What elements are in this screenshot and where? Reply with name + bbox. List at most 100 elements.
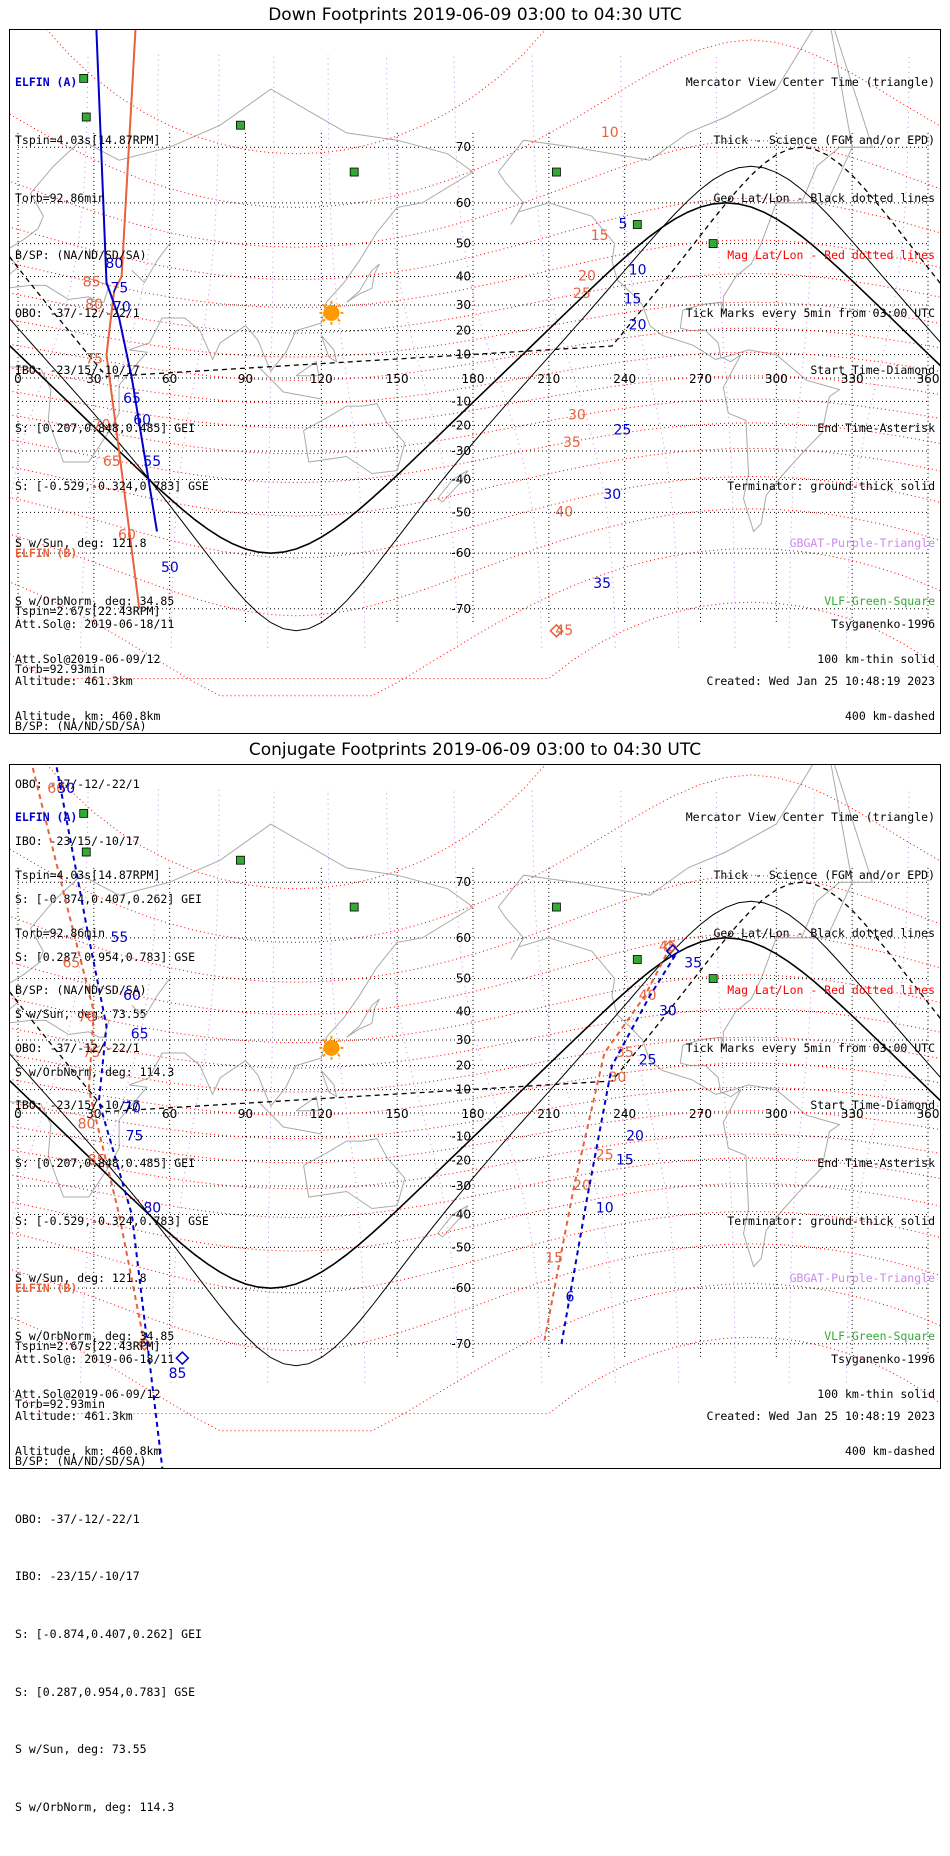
terminator	[10, 881, 940, 1367]
lon-tick-label: 300	[765, 1107, 788, 1121]
elfin-b-track-2-line	[542, 946, 672, 1344]
tick-label: 55	[143, 454, 161, 470]
info-line: S: [0.207,0.848,0.485] GEI	[15, 1156, 196, 1171]
tick-label: 30	[568, 408, 586, 424]
legend-line: VLF-Green-Square	[824, 1328, 935, 1343]
vlf-station	[236, 855, 245, 865]
created-time: Created: Wed Jan 25 10:48:19 2023	[706, 1409, 935, 1424]
legend-line: Thick - Science (FGM and/or EPD)	[713, 133, 935, 148]
info-line: S w/OrbNorm, deg: 114.3	[15, 1799, 175, 1814]
tick-label: 45	[555, 623, 573, 639]
tick-label: 85	[83, 275, 101, 291]
mag-lat-line	[10, 1336, 940, 1415]
elfin-b-label: ELFIN (B)	[15, 1281, 78, 1296]
elfin-a-label: ELFIN (A)	[15, 75, 78, 90]
coastline	[257, 1101, 322, 1135]
terminator-400km	[10, 881, 940, 1113]
start-diamond	[663, 939, 678, 954]
info-line: Tspin=2.67s[22.43RPM]	[15, 1339, 161, 1354]
info-line: Torb=92.86min	[15, 190, 106, 205]
mag-lat-line	[10, 139, 940, 248]
vlf-station	[552, 167, 561, 177]
lat-tick-label: -60	[451, 1281, 471, 1295]
altitude-b: Att.Sol@: 2019-06-18/11 Altitude: 461.3k…	[15, 576, 174, 730]
mag-lat-line	[10, 1062, 940, 1116]
legend-line: Tick Marks every 5min from 03:00 UTC	[685, 1040, 935, 1055]
elfin-a-track-2: 35 30 25 20 15 10 6	[560, 944, 702, 1344]
sun-ray	[322, 303, 326, 308]
lat-tick-label: -60	[451, 546, 471, 560]
tick-label: 25	[573, 286, 591, 302]
tick-label: 15	[591, 228, 609, 244]
coastline	[320, 335, 338, 363]
sun-disk	[323, 304, 340, 321]
info-line: Torb=92.86min	[15, 925, 106, 940]
coastline	[295, 360, 320, 377]
vlf-station	[349, 902, 359, 912]
mag-lat-line	[10, 1036, 940, 1093]
sun-disk	[323, 1039, 340, 1056]
lon-tick-label: 120	[310, 372, 333, 386]
mag-lon-line	[267, 54, 275, 648]
mag-lon-line	[845, 788, 910, 1383]
tick-label: 20	[578, 269, 596, 285]
lon-tick-label: 60	[162, 372, 177, 386]
tick-label: 65	[103, 454, 121, 470]
tick-label: 35	[593, 576, 611, 592]
legend-line: Tick Marks every 5min from 03:00 UTC	[685, 305, 935, 320]
mag-lon-line	[531, 53, 616, 648]
vlf-station	[552, 902, 561, 912]
info-line: S: [-0.874,0.407,0.262] GEI	[15, 1627, 202, 1642]
lat-tick-label: 10	[456, 1083, 471, 1097]
lat-tick-label: 70	[456, 875, 471, 889]
info-line: Tspin=2.67s[22.43RPM]	[15, 604, 161, 619]
info-line: IBO: -23/15/-10/17	[15, 1098, 140, 1113]
info-line: Att.Sol@2019-06-09/12	[15, 1386, 161, 1401]
mag-lon-line	[327, 53, 366, 648]
lat-tick-label: 10	[456, 348, 471, 362]
coastline	[131, 978, 171, 1019]
mag-lat-line	[10, 508, 940, 617]
lon-tick-label: 0	[14, 372, 22, 386]
sun-ray	[322, 1053, 326, 1058]
sun-icon	[319, 300, 344, 325]
mag-lon-line	[531, 788, 616, 1383]
elfin-a-label: ELFIN (A)	[15, 810, 78, 825]
terminator-ground	[10, 936, 940, 1290]
coastline	[10, 276, 110, 303]
lat-tick-label: 20	[456, 324, 471, 338]
terminator-ground	[10, 201, 940, 555]
tick-label: 6	[565, 1290, 574, 1306]
lon-tick-label: 360	[917, 1107, 940, 1121]
info-line: Att.Sol@2019-06-09/12	[15, 651, 161, 666]
elfin-b-track-line	[31, 765, 146, 1344]
tick-label: 80	[105, 256, 123, 272]
info-line: Torb=92.93min	[15, 661, 106, 676]
sun-ray	[337, 1038, 341, 1043]
legend: Mercator View Center Time (triangle) Thi…	[686, 35, 935, 765]
vlf-station	[632, 220, 642, 229]
legend-line: 100 km-thin solid	[817, 1386, 935, 1401]
tick-label: 40	[555, 504, 573, 520]
vlf-station	[81, 112, 91, 122]
tick-label: 50	[161, 560, 179, 576]
map-panel-conjugate: 0 30 60 90 120 150 180 210 240 270 300 330 360 70 60 50…	[9, 764, 941, 1814]
coastline	[497, 30, 853, 533]
terminator	[10, 146, 940, 632]
lat-tick-label: 30	[456, 298, 471, 312]
tick-label: 70	[113, 300, 131, 316]
elfin-a-track-2: 5 10 15 20 25 30 35	[593, 216, 646, 591]
lat-tick-label: -10	[451, 1129, 471, 1143]
coastline	[346, 998, 380, 1038]
mag-lat-line	[10, 197, 940, 281]
tick-label: 50	[57, 781, 75, 797]
elfin-b-track: 60 65 70 75 80 85	[31, 765, 152, 1351]
info-line: Att.Sol@: 2019-06-18/11	[15, 1351, 175, 1366]
info-line: Tspin=4.03s[14.87RPM]	[15, 133, 161, 148]
mag-lat-line	[10, 1110, 940, 1164]
legend-line: GBGAT-Purple-Triangle	[789, 536, 935, 551]
elfin-a-track: 50 55 60 65 70 75 80 85	[55, 765, 190, 1468]
info-line: IBO: -23/15/-10/17	[15, 834, 140, 849]
tick-label: 40	[639, 988, 657, 1004]
legend-line: Thick - Science (FGM and/or EPD)	[713, 868, 935, 883]
